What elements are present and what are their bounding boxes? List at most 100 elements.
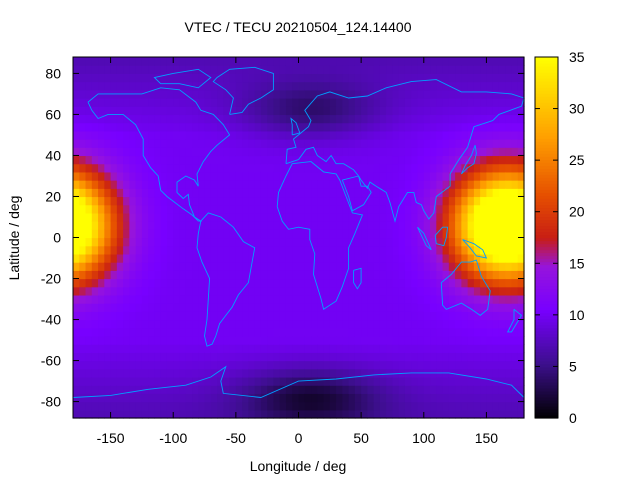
heatmap-cell (348, 311, 356, 321)
heatmap-cell (116, 393, 124, 403)
heatmap-cell (448, 81, 456, 91)
heatmap-cell (404, 130, 412, 140)
heatmap-cell (123, 237, 130, 247)
heatmap-cell (204, 147, 212, 157)
heatmap-cell (254, 393, 262, 403)
heatmap-cell (342, 401, 350, 411)
heatmap-cell (148, 262, 156, 271)
heatmap-cell (198, 344, 206, 353)
heatmap-cell (461, 114, 469, 124)
heatmap-cell (311, 319, 318, 329)
heatmap-cell (486, 65, 494, 74)
heatmap-cell (329, 122, 337, 132)
heatmap-cell (354, 327, 362, 337)
heatmap-cell (198, 139, 206, 148)
heatmap-cell (79, 376, 87, 386)
x-axis-label: Longitude / deg (250, 458, 347, 474)
heatmap-cell (116, 385, 124, 394)
heatmap-cell (311, 155, 318, 165)
heatmap-cell (185, 368, 193, 378)
heatmap-cell (85, 368, 93, 378)
heatmap-cell (279, 147, 287, 157)
heatmap-cell (317, 376, 325, 386)
heatmap-cell (480, 196, 488, 206)
heatmap-cell (73, 114, 80, 124)
heatmap-cell (455, 89, 462, 99)
heatmap-cell (304, 89, 312, 99)
heatmap-cell (135, 155, 143, 165)
colorbar-step (535, 99, 558, 103)
heatmap-cell (498, 188, 506, 198)
heatmap-cell (430, 57, 437, 66)
heatmap-cell (505, 401, 513, 411)
colorbar-step (535, 357, 558, 362)
colorbar-step (535, 306, 558, 311)
heatmap-cell (442, 319, 450, 329)
heatmap-cell (361, 360, 368, 370)
heatmap-cell (248, 81, 256, 91)
heatmap-cell (135, 57, 143, 66)
heatmap-cell (279, 229, 287, 239)
heatmap-cell (430, 344, 437, 353)
heatmap-cell (517, 237, 525, 247)
heatmap-cell (185, 122, 193, 132)
heatmap-cell (73, 163, 80, 173)
heatmap-cell (342, 114, 350, 124)
heatmap-cell (204, 352, 212, 362)
heatmap-cell (116, 114, 124, 124)
heatmap-cell (317, 89, 325, 99)
colorbar-step (535, 282, 558, 287)
heatmap-cell (98, 81, 105, 91)
heatmap-cell (204, 409, 212, 419)
heatmap-cell (267, 376, 275, 386)
heatmap-cell (379, 106, 387, 116)
heatmap-cell (267, 114, 275, 124)
heatmap-cell (379, 303, 387, 312)
heatmap-cell (329, 270, 337, 280)
heatmap-cell (217, 155, 224, 165)
heatmap-cell (505, 171, 513, 181)
heatmap-cell (123, 311, 130, 321)
heatmap-cell (317, 352, 325, 362)
heatmap-cell (141, 393, 149, 403)
heatmap-cell (404, 106, 412, 116)
heatmap-cell (486, 204, 494, 214)
colorbar-step (535, 351, 558, 356)
heatmap-cell (123, 106, 130, 116)
colorbar-step (535, 381, 558, 386)
colorbar-step (535, 312, 558, 317)
heatmap-cell (116, 81, 124, 91)
heatmap-cell (298, 106, 306, 116)
heatmap-cell (204, 188, 212, 198)
heatmap-cell (110, 409, 118, 419)
heatmap-cell (404, 98, 412, 107)
heatmap-cell (379, 130, 387, 140)
heatmap-cell (505, 294, 513, 304)
heatmap-cell (467, 204, 475, 214)
heatmap-cell (498, 286, 506, 296)
heatmap-cell (348, 229, 356, 239)
coastline-greenland (212, 66, 274, 115)
heatmap-cell (480, 253, 488, 263)
heatmap-cell (311, 270, 318, 280)
heatmap-cell (267, 352, 275, 362)
heatmap-cell (242, 303, 249, 312)
heatmap-cell (367, 303, 375, 312)
heatmap-cell (505, 376, 513, 386)
heatmap-cell (223, 89, 231, 99)
heatmap-cell (304, 409, 312, 419)
heatmap-cell (260, 245, 268, 255)
heatmap-cell (154, 57, 162, 66)
heatmap-cell (73, 106, 80, 116)
heatmap-cell (448, 286, 456, 296)
heatmap-cell (379, 196, 387, 206)
heatmap-cell (455, 163, 462, 173)
heatmap-cell (361, 65, 368, 74)
heatmap-cell (204, 180, 212, 189)
heatmap-cell (404, 262, 412, 271)
colorbar-step (535, 339, 558, 344)
heatmap-cell (104, 278, 112, 288)
heatmap-cell (336, 303, 343, 312)
heatmap-cell (298, 303, 306, 312)
heatmap-cell (498, 180, 506, 189)
